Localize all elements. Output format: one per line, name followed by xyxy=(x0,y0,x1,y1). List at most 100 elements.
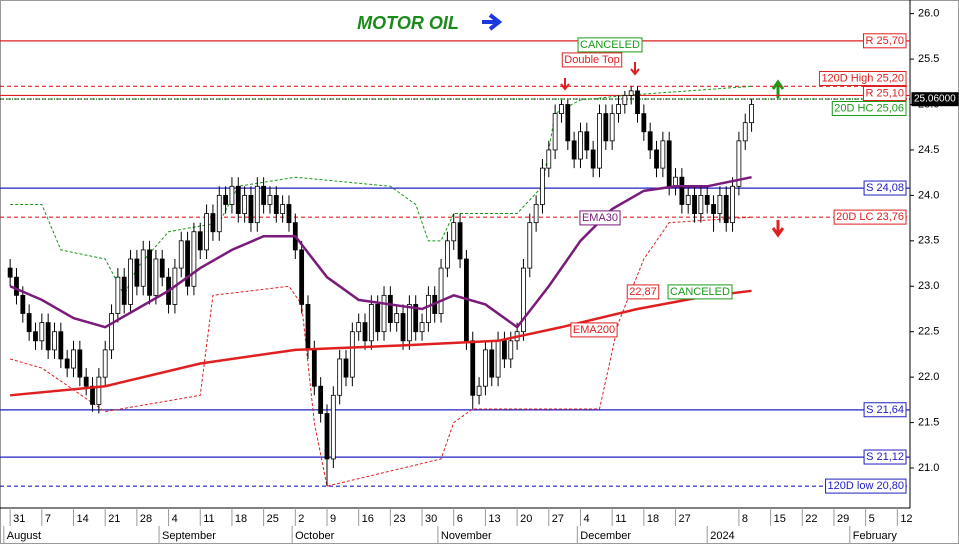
candle-body xyxy=(540,167,545,205)
month-label: December xyxy=(580,530,631,542)
candle-body xyxy=(330,394,336,460)
candle-body xyxy=(508,340,514,360)
x-tick-label: 21 xyxy=(108,513,120,525)
x-tick-label: 30 xyxy=(425,513,437,525)
level-label-box xyxy=(863,402,907,418)
candle-body xyxy=(387,294,393,324)
candle-body xyxy=(121,276,127,305)
annotation-box xyxy=(626,284,660,300)
y-tick-label: 24.0 xyxy=(918,189,939,201)
candle-body xyxy=(204,213,209,251)
candle-body xyxy=(39,322,45,342)
candle-body xyxy=(451,222,457,242)
candle-body xyxy=(584,131,590,151)
level-label-box xyxy=(825,478,907,494)
candle-body xyxy=(609,113,615,142)
y-tick-label: 21.0 xyxy=(918,462,939,474)
upper-channel xyxy=(10,85,752,297)
candle-body xyxy=(109,313,114,351)
candle-body xyxy=(673,176,678,187)
x-tick-label: 25 xyxy=(267,513,279,525)
level-label-box xyxy=(862,86,907,102)
candle-body xyxy=(280,204,286,214)
ema-line xyxy=(9,175,752,329)
candle-body xyxy=(736,140,742,187)
y-tick-label: 23.0 xyxy=(918,280,939,292)
candle-body xyxy=(527,222,533,269)
candle-body xyxy=(20,294,26,314)
candle-body xyxy=(742,122,748,142)
series-label-box xyxy=(579,210,621,226)
x-tick-label: 28 xyxy=(140,513,152,525)
candle-body xyxy=(603,113,609,142)
last-price-label-box xyxy=(911,92,959,107)
annotation-box xyxy=(577,37,643,53)
x-tick-label: 18 xyxy=(647,513,659,525)
candle-body xyxy=(635,90,640,114)
candle-body xyxy=(305,304,311,351)
x-tick-label: 20 xyxy=(520,513,532,525)
y-tick-label: 24.5 xyxy=(918,144,939,156)
x-tick-label: 4 xyxy=(583,513,589,525)
x-tick-label: 8 xyxy=(742,513,748,525)
candle-body xyxy=(375,304,381,333)
candle-body xyxy=(495,340,501,378)
candle-body xyxy=(578,131,583,160)
candle-body xyxy=(267,194,273,205)
candle-body xyxy=(153,258,159,296)
candle-body xyxy=(565,104,571,142)
candle-body xyxy=(654,149,659,169)
candle-body xyxy=(425,294,431,324)
last-price-label: 25.06000 xyxy=(914,94,956,105)
candle-body xyxy=(489,349,495,378)
candle-body xyxy=(406,304,412,342)
annotation: Double Top xyxy=(564,54,619,66)
candle-body xyxy=(444,240,450,269)
month-label: November xyxy=(441,530,492,542)
level-label-box xyxy=(863,180,907,196)
series-label: EMA200 xyxy=(573,324,615,336)
annotation-box xyxy=(561,52,623,68)
x-tick-label: 5 xyxy=(869,513,875,525)
x-tick-label: 18 xyxy=(235,513,247,525)
candle-body xyxy=(96,376,102,405)
candle-body xyxy=(533,204,539,224)
level-label: R 25,70 xyxy=(865,35,904,47)
candle-body xyxy=(400,313,406,342)
candle-body xyxy=(660,140,666,169)
x-tick-label: 23 xyxy=(393,513,405,525)
month-label: September xyxy=(162,530,216,542)
candle-body xyxy=(102,349,108,378)
candle-body xyxy=(470,340,476,396)
candle-body xyxy=(90,385,95,405)
candle-body xyxy=(229,185,235,205)
candle-body xyxy=(356,322,362,333)
level-label: 20D HC 25,06 xyxy=(834,103,904,115)
candle-body xyxy=(679,176,685,205)
candle-body xyxy=(381,294,387,333)
candle-body xyxy=(185,240,190,287)
candle-body xyxy=(622,95,628,105)
x-tick-label: 29 xyxy=(837,513,849,525)
x-tick-label: 2 xyxy=(298,513,304,525)
level-label-box xyxy=(831,101,907,117)
candle-body xyxy=(641,113,647,133)
x-tick-label: 13 xyxy=(488,513,500,525)
level-label: 120D High 25,20 xyxy=(821,73,904,85)
y-tick-label: 23.5 xyxy=(918,235,939,247)
level-label-box xyxy=(833,209,907,225)
candle-body xyxy=(749,104,754,124)
x-tick-label: 11 xyxy=(203,513,214,525)
candle-body xyxy=(83,376,89,387)
candle-body xyxy=(647,131,653,151)
candle-body xyxy=(299,249,305,305)
level-label: 20D LC 23,76 xyxy=(836,211,904,223)
annotation-box xyxy=(667,284,733,300)
candle-body xyxy=(235,185,241,214)
candle-body xyxy=(273,194,279,214)
ema-line xyxy=(10,289,752,397)
candle-body xyxy=(64,358,70,369)
level-label: S 21,12 xyxy=(866,451,904,463)
candle-body xyxy=(52,331,57,351)
